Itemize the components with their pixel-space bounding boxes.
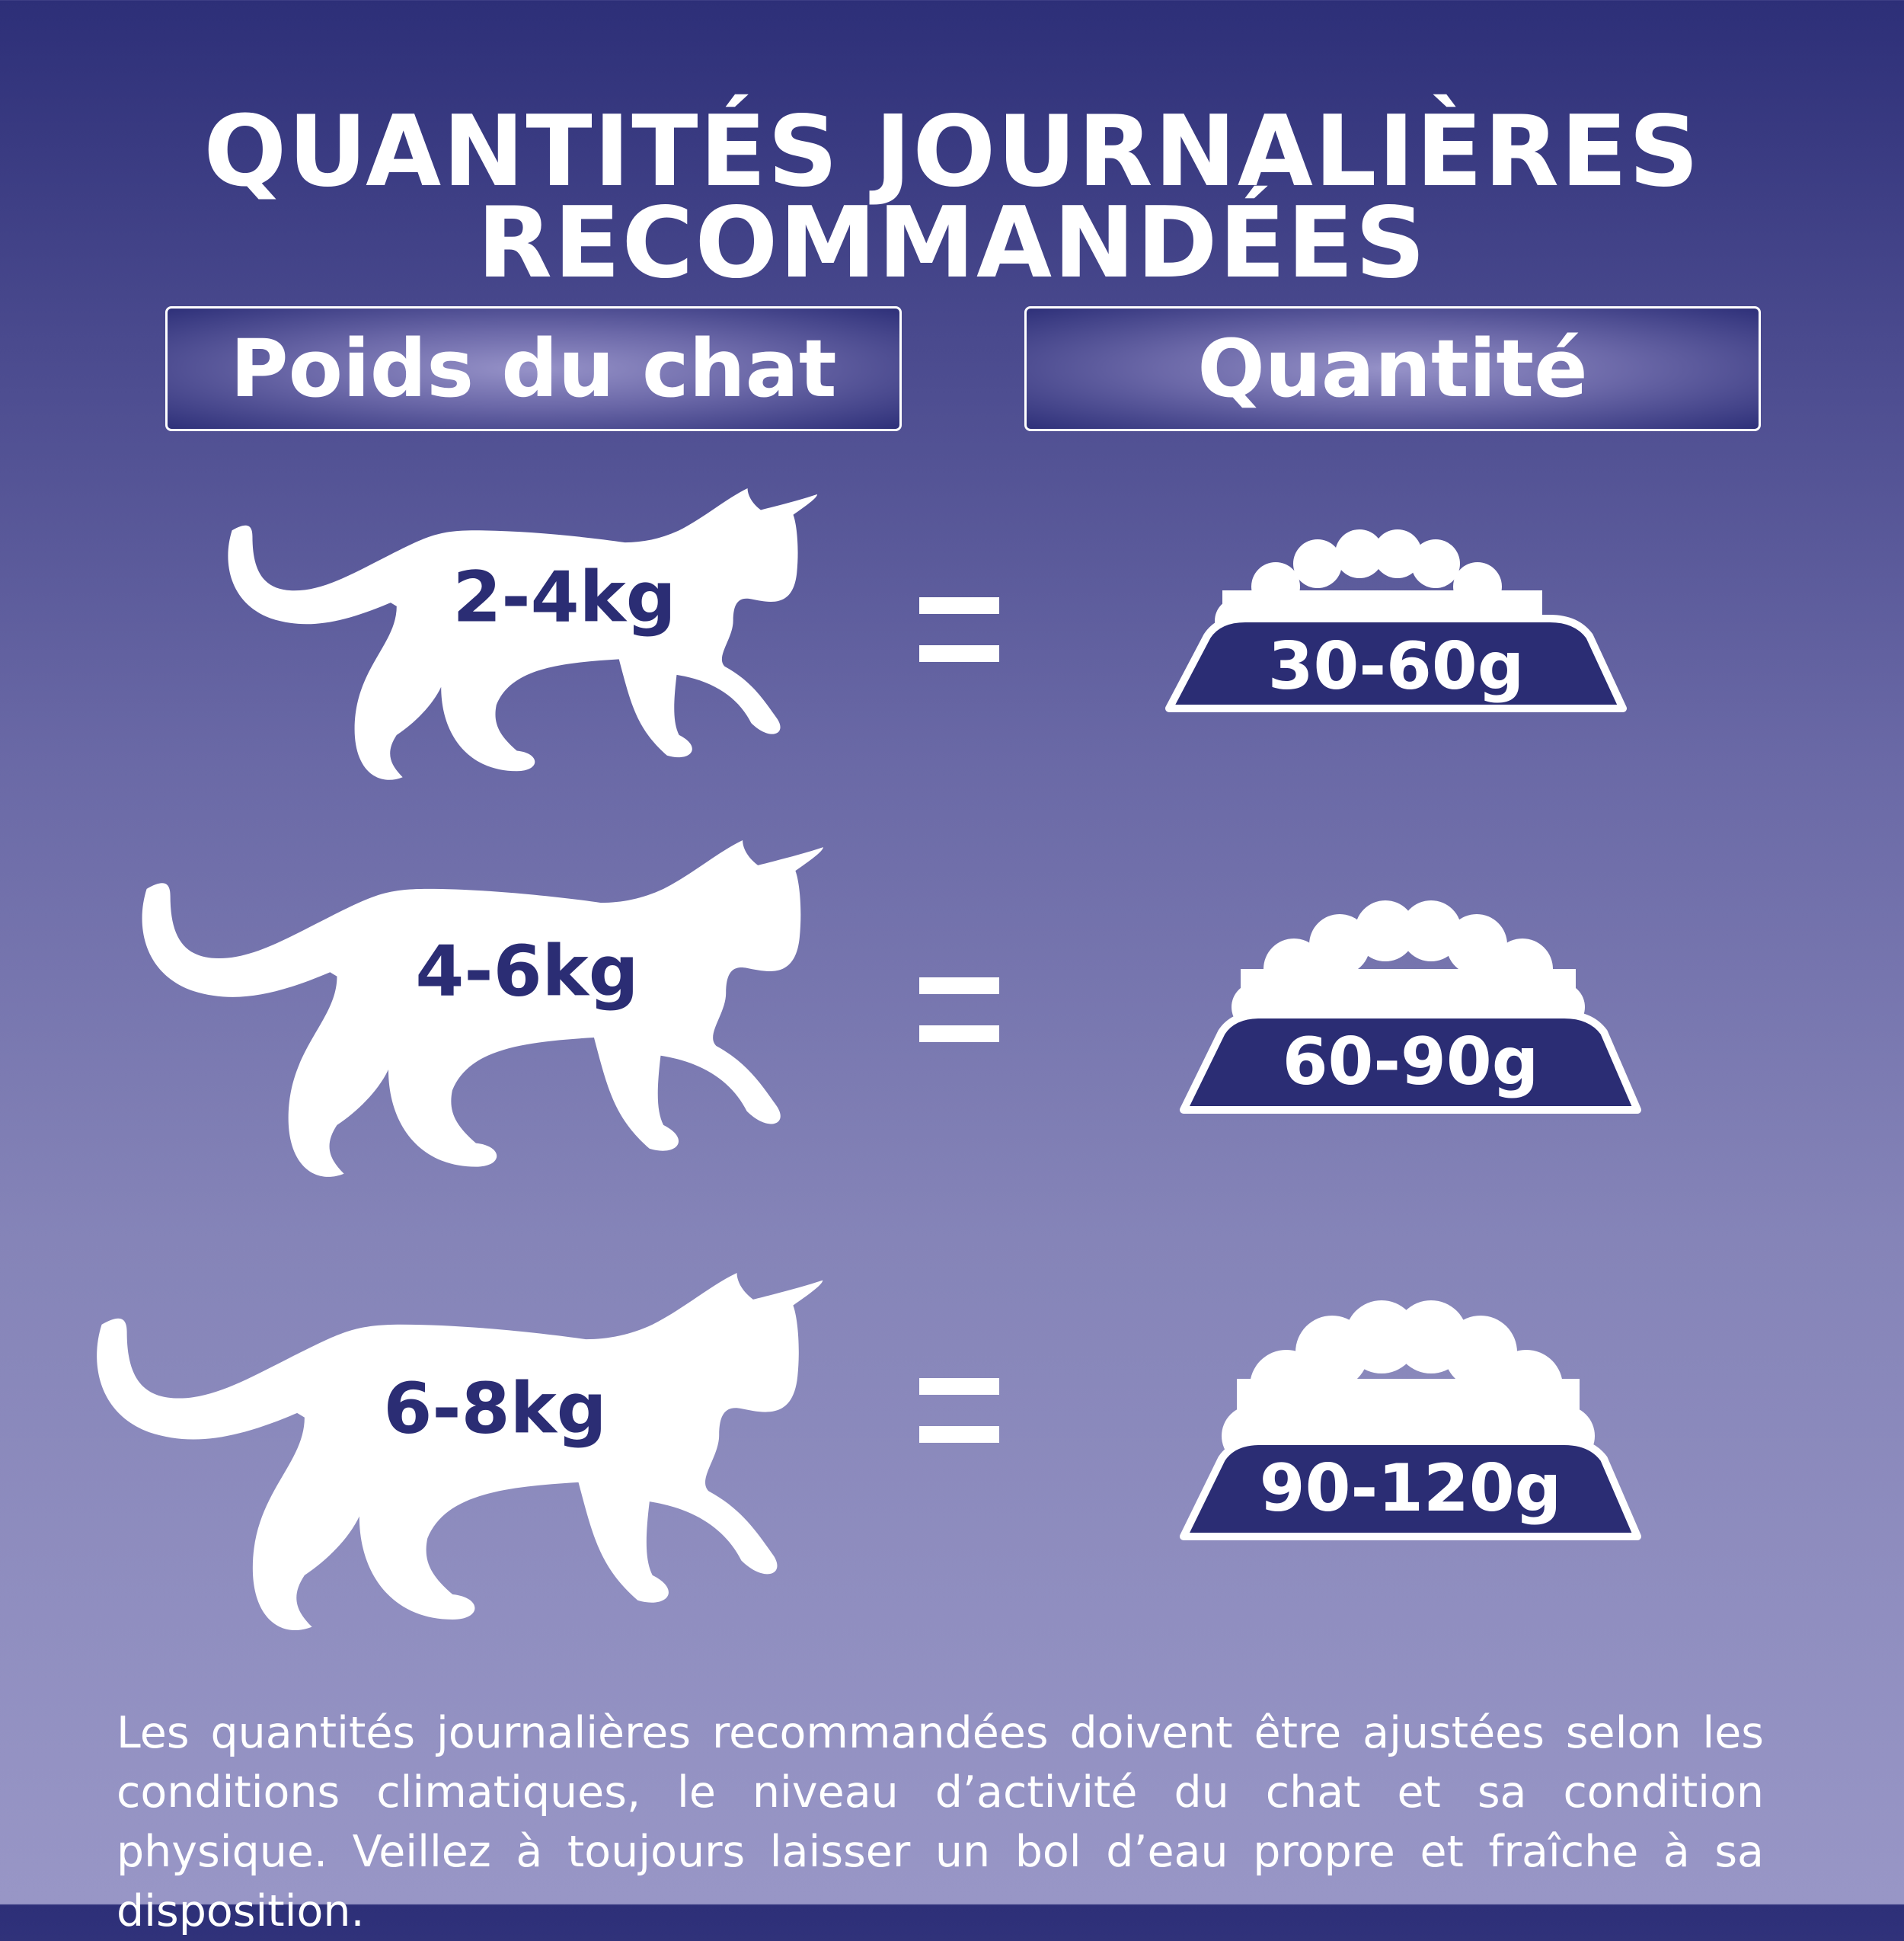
cat-weight-label: 4-6kg: [415, 930, 639, 1012]
food-bowl-small: 30-60g: [1139, 522, 1653, 718]
title-line-2: RECOMMANDÉES: [477, 187, 1427, 300]
bowl-icon: [1180, 1300, 1641, 1540]
bowl-icon: [1165, 529, 1627, 712]
equals-icon: [919, 597, 999, 693]
cat-silhouette-medium: [136, 840, 830, 1188]
cat-silhouette-large: [90, 1273, 830, 1642]
quantity-label: 30-60g: [1267, 628, 1525, 705]
title-line-1: QUANTITÉS JOURNALIÈRES: [203, 95, 1701, 209]
quantity-label: 60-90g: [1282, 1024, 1539, 1100]
cat-silhouette-small: [222, 488, 823, 789]
cat-icon: [97, 1273, 823, 1631]
header-quantity: Quantité: [1024, 306, 1761, 431]
header-weight: Poids du chat: [165, 306, 902, 431]
cat-weight-label: 6-8kg: [383, 1367, 607, 1450]
cat-icon: [142, 840, 823, 1177]
footer-note: Les quantités journalières recommandées …: [117, 1708, 1764, 1936]
equals-icon: [919, 1378, 999, 1474]
bowl-icon: [1180, 900, 1641, 1114]
food-bowl-medium: 60-90g: [1153, 893, 1668, 1114]
cat-icon: [228, 488, 818, 780]
food-bowl-large: 90-120g: [1153, 1295, 1668, 1540]
quantity-label: 90-120g: [1259, 1450, 1562, 1527]
cat-weight-label: 2-4kg: [452, 556, 676, 638]
equals-icon: [919, 977, 999, 1073]
